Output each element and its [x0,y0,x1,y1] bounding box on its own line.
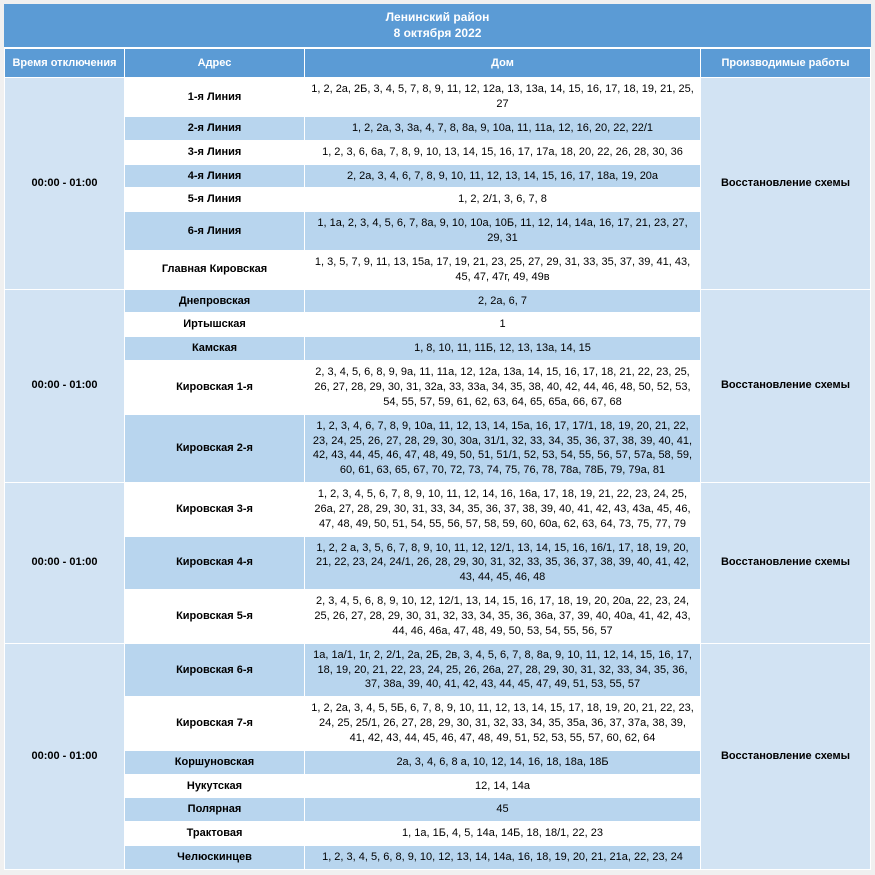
address-cell: 4-я Линия [125,164,305,188]
address-cell: Кировская 3-я [125,483,305,537]
house-cell: 1, 8, 10, 11, 11Б, 12, 13, 13а, 14, 15 [305,337,701,361]
header-row: Время отключения Адрес Дом Производимые … [5,49,871,78]
house-cell: 1, 2, 3, 4, 5, 6, 7, 8, 9, 10, 11, 12, 1… [305,483,701,537]
house-cell: 2, 2а, 6, 7 [305,289,701,313]
time-cell: 00:00 - 01:00 [5,643,125,869]
address-cell: 6-я Линия [125,212,305,251]
work-cell: Восстановление схемы [701,483,871,644]
table-row: 00:00 - 01:001-я Линия1, 2, 2а, 2Б, 3, 4… [5,78,871,117]
header-address: Адрес [125,49,305,78]
address-cell: Главная Кировская [125,250,305,289]
header-time: Время отключения [5,49,125,78]
house-cell: 1, 2, 2а, 2Б, 3, 4, 5, 7, 8, 9, 11, 12, … [305,78,701,117]
title-district: Ленинский район [4,10,871,26]
time-cell: 00:00 - 01:00 [5,483,125,644]
outage-table: Время отключения Адрес Дом Производимые … [4,48,871,870]
address-cell: Днепровская [125,289,305,313]
address-cell: 3-я Линия [125,140,305,164]
address-cell: Кировская 1-я [125,361,305,415]
house-cell: 1, 2, 3, 4, 5, 6, 8, 9, 10, 12, 13, 14, … [305,846,701,870]
address-cell: Кировская 6-я [125,643,305,697]
house-cell: 2, 3, 4, 5, 6, 8, 9, 9а, 11, 11а, 12, 12… [305,361,701,415]
address-cell: Трактовая [125,822,305,846]
house-cell: 1, 2, 3, 4, 6, 7, 8, 9, 10а, 11, 12, 13,… [305,414,701,482]
house-cell: 45 [305,798,701,822]
house-cell: 1, 1а, 1Б, 4, 5, 14а, 14Б, 18, 18/1, 22,… [305,822,701,846]
address-cell: Коршуновская [125,750,305,774]
work-cell: Восстановление схемы [701,643,871,869]
address-cell: Нукутская [125,774,305,798]
house-cell: 1, 2, 2а, 3, 3а, 4, 7, 8, 8а, 9, 10а, 11… [305,116,701,140]
house-cell: 1, 3, 5, 7, 9, 11, 13, 15а, 17, 19, 21, … [305,250,701,289]
time-cell: 00:00 - 01:00 [5,289,125,482]
time-cell: 00:00 - 01:00 [5,78,125,289]
table-row: 00:00 - 01:00Кировская 6-я1а, 1а/1, 1г, … [5,643,871,697]
address-cell: Кировская 2-я [125,414,305,482]
header-work: Производимые работы [701,49,871,78]
table-row: 00:00 - 01:00Кировская 3-я1, 2, 3, 4, 5,… [5,483,871,537]
outage-table-container: Ленинский район 8 октября 2022 Время отк… [4,4,871,870]
house-cell: 12, 14, 14а [305,774,701,798]
table-body: 00:00 - 01:001-я Линия1, 2, 2а, 2Б, 3, 4… [5,78,871,870]
house-cell: 1, 2, 2 а, 3, 5, 6, 7, 8, 9, 10, 11, 12,… [305,536,701,590]
address-cell: 2-я Линия [125,116,305,140]
address-cell: Кировская 4-я [125,536,305,590]
house-cell: 2, 2а, 3, 4, 6, 7, 8, 9, 10, 11, 12, 13,… [305,164,701,188]
header-house: Дом [305,49,701,78]
title-bar: Ленинский район 8 октября 2022 [4,4,871,48]
work-cell: Восстановление схемы [701,78,871,289]
address-cell: Челюскинцев [125,846,305,870]
title-date: 8 октября 2022 [4,26,871,42]
work-cell: Восстановление схемы [701,289,871,482]
house-cell: 1, 1а, 2, 3, 4, 5, 6, 7, 8а, 9, 10, 10а,… [305,212,701,251]
house-cell: 1, 2, 2/1, 3, 6, 7, 8 [305,188,701,212]
address-cell: Кировская 7-я [125,697,305,751]
table-row: 00:00 - 01:00Днепровская2, 2а, 6, 7Восст… [5,289,871,313]
address-cell: Камская [125,337,305,361]
house-cell: 2, 3, 4, 5, 6, 8, 9, 10, 12, 12/1, 13, 1… [305,590,701,644]
address-cell: Кировская 5-я [125,590,305,644]
address-cell: 1-я Линия [125,78,305,117]
house-cell: 1, 2, 2а, 3, 4, 5, 5Б, 6, 7, 8, 9, 10, 1… [305,697,701,751]
house-cell: 1 [305,313,701,337]
address-cell: Полярная [125,798,305,822]
house-cell: 1, 2, 3, 6, 6а, 7, 8, 9, 10, 13, 14, 15,… [305,140,701,164]
address-cell: Иртышская [125,313,305,337]
house-cell: 2а, 3, 4, 6, 8 а, 10, 12, 14, 16, 18, 18… [305,750,701,774]
house-cell: 1а, 1а/1, 1г, 2, 2/1, 2а, 2Б, 2в, 3, 4, … [305,643,701,697]
address-cell: 5-я Линия [125,188,305,212]
